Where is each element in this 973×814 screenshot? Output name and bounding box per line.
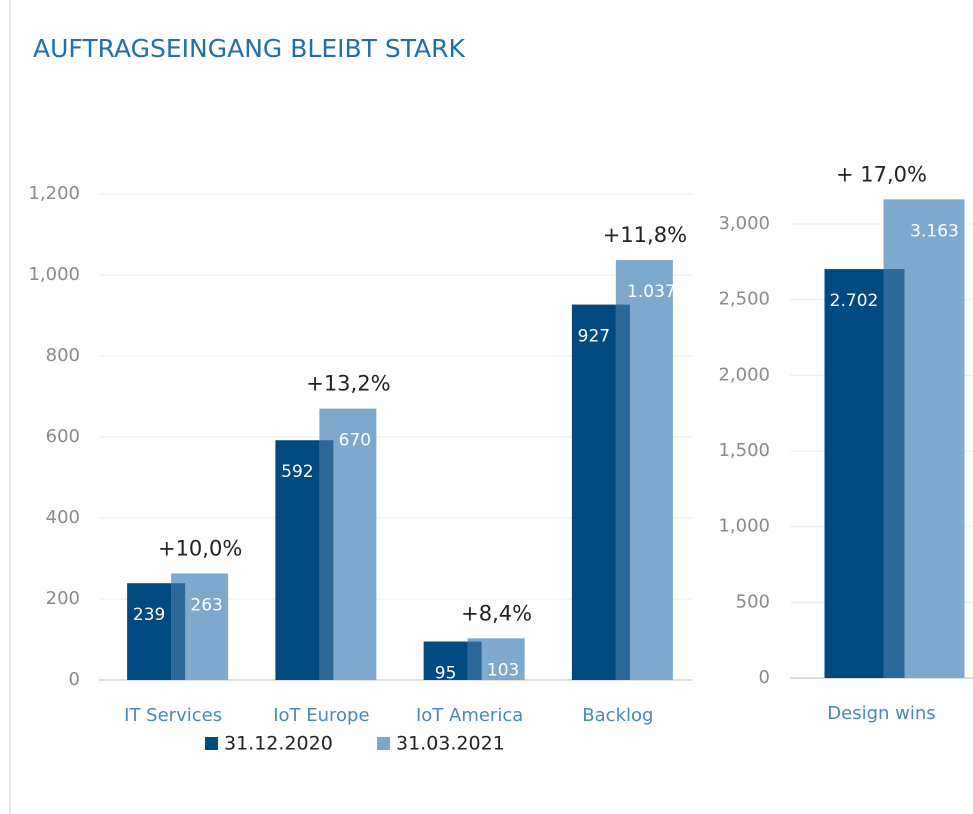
value-label: 670 bbox=[339, 431, 371, 451]
chart-title: AUFTRAGSEINGANG BLEIBT STARK bbox=[33, 34, 466, 63]
growth-label: +10,0% bbox=[158, 536, 242, 560]
y-tick-label: 2,500 bbox=[718, 289, 770, 310]
value-label: 95 bbox=[435, 664, 457, 684]
y-tick-label: 0 bbox=[69, 669, 80, 690]
legend-swatch bbox=[377, 737, 390, 750]
y-tick-label: 800 bbox=[46, 345, 80, 366]
y-tick-label: 600 bbox=[46, 426, 80, 447]
y-tick-label: 1,200 bbox=[28, 183, 80, 204]
value-label: 103 bbox=[487, 660, 519, 680]
x-tick-label: IoT Europe bbox=[273, 705, 369, 726]
growth-label: +8,4% bbox=[461, 601, 532, 625]
growth-label: + 17,0% bbox=[836, 162, 927, 186]
x-tick-label: IoT America bbox=[416, 705, 523, 726]
y-tick-label: 1,500 bbox=[718, 440, 770, 461]
bar-overlap bbox=[883, 269, 905, 678]
legend-swatch bbox=[205, 737, 218, 750]
value-label: 239 bbox=[133, 605, 165, 625]
y-tick-label: 1,000 bbox=[28, 264, 80, 285]
y-tick-label: 0 bbox=[759, 667, 770, 688]
x-tick-label: IT Services bbox=[124, 705, 222, 726]
value-label: 2.702 bbox=[830, 291, 879, 311]
y-tick-label: 1,000 bbox=[718, 516, 770, 537]
y-tick-label: 500 bbox=[736, 591, 770, 612]
y-tick-label: 200 bbox=[46, 588, 80, 609]
value-label: 263 bbox=[190, 595, 222, 615]
bar-overlap bbox=[615, 304, 630, 680]
growth-label: +13,2% bbox=[306, 372, 390, 396]
x-tick-label: Design wins bbox=[827, 703, 935, 724]
value-label: 927 bbox=[578, 327, 610, 347]
growth-label: +11,8% bbox=[603, 223, 687, 247]
bar-overlap bbox=[467, 641, 482, 680]
value-label: 1.037 bbox=[627, 282, 676, 302]
bar-overlap bbox=[171, 583, 186, 680]
legend-label: 31.03.2021 bbox=[396, 733, 505, 755]
value-label: 3.163 bbox=[910, 221, 959, 241]
legend-label: 31.12.2020 bbox=[224, 733, 333, 755]
bar-overlap bbox=[319, 440, 334, 680]
y-tick-label: 2,000 bbox=[718, 364, 770, 385]
value-label: 592 bbox=[281, 462, 313, 482]
y-tick-label: 400 bbox=[46, 507, 80, 528]
y-tick-label: 3,000 bbox=[718, 213, 770, 234]
x-tick-label: Backlog bbox=[582, 705, 653, 726]
